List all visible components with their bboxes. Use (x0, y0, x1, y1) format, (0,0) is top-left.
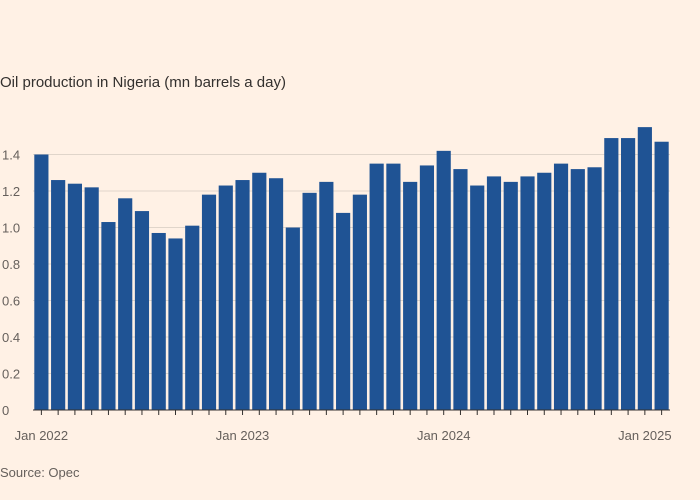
bar-2023-11 (403, 181, 418, 410)
bar-2023-09 (369, 163, 384, 410)
bar-2022-07 (134, 211, 150, 410)
bar-2024-03 (470, 185, 485, 410)
bar-2022-08 (151, 232, 166, 410)
bar-2022-12 (218, 185, 233, 410)
bar-2023-12 (419, 165, 435, 410)
bar-2022-01 (34, 154, 49, 410)
x-tick-label: Jan 2023 (216, 428, 270, 443)
bar-2024-09 (570, 169, 585, 410)
y-tick-label: 1.2 (2, 184, 20, 199)
x-tick-label: Jan 2024 (417, 428, 471, 443)
bar-2023-03 (268, 178, 284, 410)
bar-2024-11 (604, 138, 619, 410)
bar-2025-01 (637, 127, 652, 410)
bars (34, 127, 669, 410)
source-note: Source: Opec (0, 465, 80, 480)
bar-2024-01 (436, 150, 451, 410)
bar-2022-04 (84, 187, 99, 410)
bar-2023-10 (386, 163, 401, 410)
bar-2023-05 (302, 192, 317, 410)
y-tick-label: 0.2 (2, 367, 20, 382)
axes: 0 0.2 0.4 0.6 0.8 1.0 1.2 1.4 Jan 2022 Jan 2023 Ja… (2, 148, 672, 444)
y-tick-label: 1.0 (2, 221, 20, 236)
bar-2024-10 (587, 167, 602, 410)
bar-2023-07 (336, 212, 351, 410)
bar-2023-04 (285, 227, 300, 410)
bar-2022-06 (118, 198, 133, 410)
bar-2024-07 (537, 172, 552, 410)
bar-2023-01 (235, 180, 250, 410)
bar-2024-12 (621, 138, 636, 410)
bar-2024-05 (503, 181, 518, 410)
bar-2024-06 (520, 176, 535, 410)
bar-2024-08 (553, 163, 569, 410)
chart-title: Oil production in Nigeria (mn barrels a … (0, 74, 286, 91)
bar-2024-04 (486, 176, 502, 410)
bar-2022-09 (168, 238, 183, 410)
y-tick-label: 0.6 (2, 294, 20, 309)
x-tick-label: Jan 2025 (618, 428, 672, 443)
bar-2022-02 (51, 180, 66, 410)
y-tick-label: 0 (2, 403, 9, 418)
bar-2025-02 (654, 141, 669, 410)
bar-2024-02 (453, 169, 468, 410)
chart-plot: 0 0.2 0.4 0.6 0.8 1.0 1.2 1.4 Jan 2022 Jan 2023 Ja… (2, 127, 672, 444)
bar-2022-10 (185, 225, 200, 410)
bar-2023-02 (252, 172, 267, 410)
bar-2022-11 (201, 194, 217, 410)
bar-2023-08 (352, 194, 367, 410)
y-tick-label: 0.4 (2, 330, 20, 345)
bar-2022-05 (101, 222, 116, 410)
y-tick-label: 1.4 (2, 148, 20, 163)
x-tick-label: Jan 2022 (15, 428, 69, 443)
y-tick-label: 0.8 (2, 257, 20, 272)
bar-2022-03 (67, 183, 82, 410)
bar-2023-06 (319, 181, 334, 410)
